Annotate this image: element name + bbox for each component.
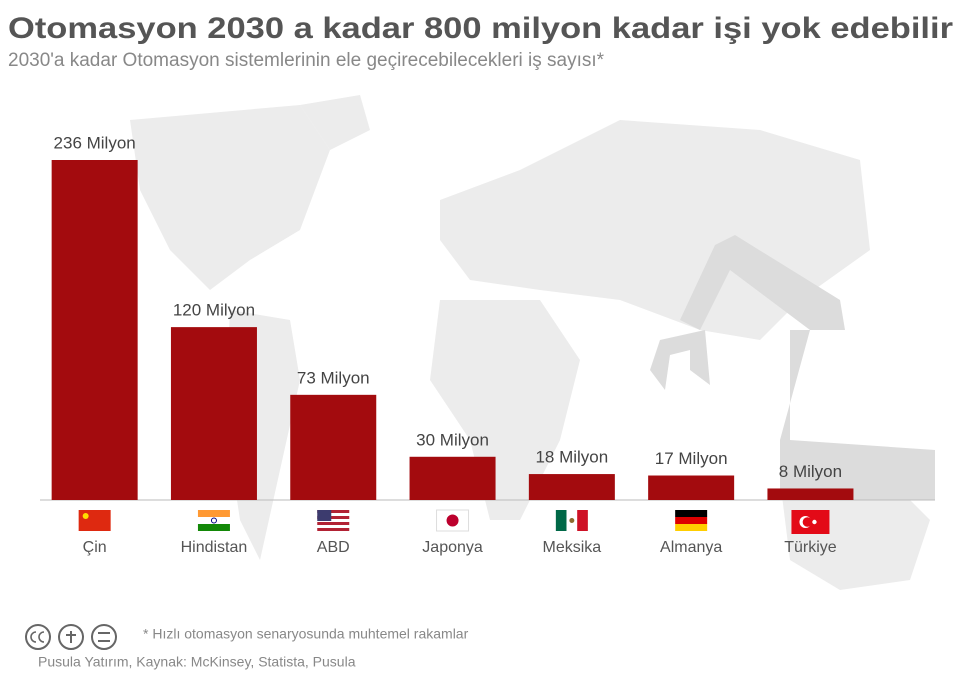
flag-stripe — [675, 510, 708, 517]
category-label: Türkiye — [784, 539, 837, 556]
value-label: 17 Milyon — [655, 449, 728, 468]
category-label: Çin — [83, 539, 107, 556]
bar — [170, 327, 257, 500]
flag-wheel — [210, 517, 217, 524]
category-label: ABD — [317, 539, 350, 556]
category-label: Japonya — [422, 539, 483, 556]
bar — [648, 475, 735, 500]
flag — [675, 510, 708, 531]
robot-arm-background — [650, 235, 935, 500]
flag-stripe — [577, 510, 588, 531]
bar — [767, 488, 854, 500]
flag-canton — [317, 510, 332, 521]
flag-field — [78, 510, 111, 531]
flag-stripe — [197, 510, 230, 517]
flag — [791, 510, 830, 534]
flag-star — [812, 519, 817, 525]
cc-icons — [25, 624, 117, 650]
flag-stripe — [317, 519, 350, 522]
value-label: 236 Milyon — [54, 133, 136, 152]
flag — [436, 509, 470, 532]
chart-subtitle: 2030'a kadar Otomasyon sistemlerinin ele… — [8, 50, 605, 71]
category-label: Meksika — [543, 539, 602, 556]
flag-moon-cut — [802, 517, 813, 527]
bar — [528, 474, 615, 500]
flag-stripe — [197, 517, 230, 524]
flag-emblem — [569, 518, 575, 523]
flag-stripe — [555, 510, 567, 531]
bar — [290, 394, 377, 500]
chart-title: Otomasyon 2030 a kadar 800 milyon kadar … — [8, 12, 953, 45]
flag — [555, 510, 588, 531]
value-label: 8 Milyon — [779, 462, 842, 481]
flag-stripe — [675, 517, 708, 524]
bar — [409, 456, 496, 500]
flag-stripe — [317, 510, 350, 513]
flag-sun — [446, 514, 459, 527]
flag-stripe — [317, 528, 350, 531]
flag-stripe — [197, 524, 230, 531]
footnote: * Hızlı otomasyon senaryosunda muhtemel … — [143, 626, 469, 642]
flag-stripe — [317, 516, 350, 519]
flag-stripe — [675, 524, 708, 531]
value-label: 120 Milyon — [173, 301, 255, 320]
bar — [51, 160, 138, 500]
value-label: 18 Milyon — [535, 448, 608, 467]
value-label: 30 Milyon — [416, 430, 489, 449]
flag — [78, 510, 111, 531]
category-label: Hindistan — [181, 539, 248, 556]
flag-star — [82, 513, 89, 519]
category-label: Almanya — [660, 539, 722, 556]
flag-stripe — [317, 522, 350, 525]
flag-stripe — [317, 513, 350, 516]
flag-stripe — [317, 525, 350, 528]
flag — [197, 510, 230, 531]
value-label: 73 Milyon — [297, 368, 370, 387]
flag — [317, 510, 350, 531]
source: Pusula Yatırım, Kaynak: McKinsey, Statis… — [38, 654, 356, 670]
